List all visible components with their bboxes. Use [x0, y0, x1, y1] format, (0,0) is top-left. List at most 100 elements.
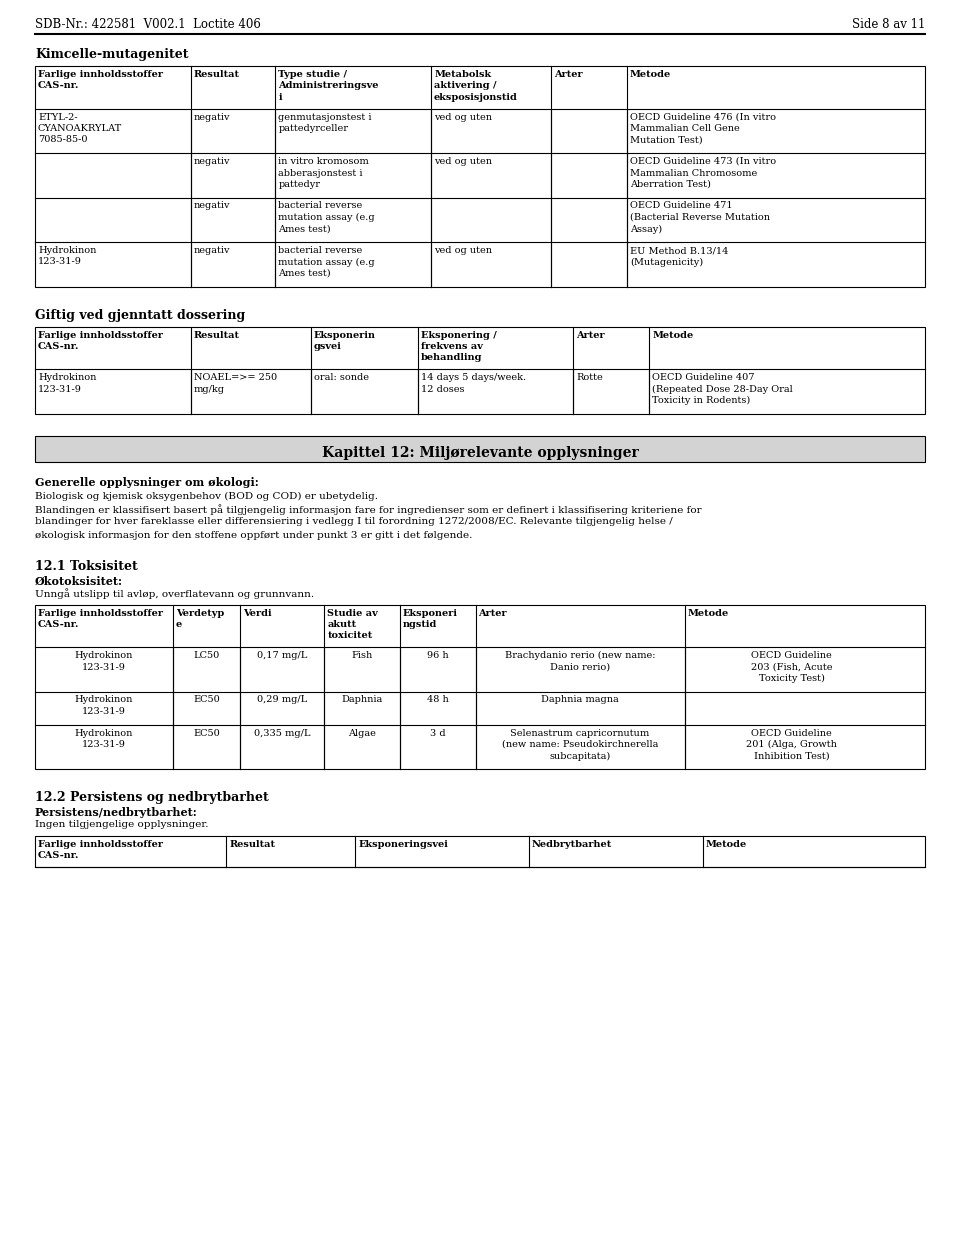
Text: CAS-nr.: CAS-nr.	[38, 81, 80, 90]
Text: ved og uten: ved og uten	[434, 156, 492, 166]
Text: mutation assay (e.g: mutation assay (e.g	[278, 213, 375, 223]
Text: EC50: EC50	[193, 728, 220, 738]
Text: blandinger for hver fareklasse eller differensiering i vedlegg I til forordning : blandinger for hver fareklasse eller dif…	[35, 518, 673, 527]
Text: pattedyr: pattedyr	[278, 180, 321, 189]
Text: (Mutagenicity): (Mutagenicity)	[630, 258, 703, 266]
Text: Farlige innholdsstoffer: Farlige innholdsstoffer	[38, 608, 163, 618]
Text: Arter: Arter	[478, 608, 507, 618]
Text: Hydrokinon: Hydrokinon	[75, 696, 133, 704]
Text: NOAEL=>= 250: NOAEL=>= 250	[194, 373, 276, 382]
Text: Kapittel 12: Miljørelevante opplysninger: Kapittel 12: Miljørelevante opplysninger	[322, 447, 638, 460]
Text: Aberration Test): Aberration Test)	[630, 180, 710, 189]
Text: 201 (Alga, Growth: 201 (Alga, Growth	[746, 741, 837, 749]
Text: Blandingen er klassifisert basert på tilgjengelig informasjon fare for ingredien: Blandingen er klassifisert basert på til…	[35, 504, 702, 515]
Text: 123-31-9: 123-31-9	[82, 663, 126, 672]
Text: 48 h: 48 h	[427, 696, 448, 704]
Text: genmutasjonstest i: genmutasjonstest i	[278, 113, 372, 121]
Text: 7085-85-0: 7085-85-0	[38, 135, 87, 145]
Text: Nedbrytbarhet: Nedbrytbarhet	[532, 839, 612, 849]
Text: Biologisk og kjemisk oksygenbehov (BOD og COD) er ubetydelig.: Biologisk og kjemisk oksygenbehov (BOD o…	[35, 492, 378, 500]
Text: Eksponerin: Eksponerin	[314, 330, 376, 339]
Bar	[35, 327, 925, 414]
Text: 123-31-9: 123-31-9	[82, 741, 126, 749]
Text: OECD Guideline 473 (In vitro: OECD Guideline 473 (In vitro	[630, 156, 776, 166]
Text: Kimcelle-mutagenitet: Kimcelle-mutagenitet	[35, 48, 188, 61]
Text: Ames test): Ames test)	[278, 269, 331, 278]
Text: aktivering /: aktivering /	[434, 81, 496, 90]
Text: Mutation Test): Mutation Test)	[630, 135, 703, 145]
Text: Metode: Metode	[652, 330, 693, 339]
Text: subcapitata): subcapitata)	[549, 752, 611, 761]
Text: OECD Guideline 476 (In vitro: OECD Guideline 476 (In vitro	[630, 113, 776, 121]
Text: 14 days 5 days/week.: 14 days 5 days/week.	[420, 373, 526, 382]
Text: økologisk informasjon for den stoffene oppført under punkt 3 er gitt i det følge: økologisk informasjon for den stoffene o…	[35, 530, 472, 539]
Text: Toxicity Test): Toxicity Test)	[758, 674, 825, 683]
Text: LC50: LC50	[193, 651, 220, 661]
Text: Hydrokinon: Hydrokinon	[38, 246, 96, 255]
Text: Arter: Arter	[554, 70, 583, 79]
Text: mg/kg: mg/kg	[194, 384, 225, 394]
Text: 12 doses: 12 doses	[420, 384, 465, 394]
Text: negativ: negativ	[194, 201, 230, 210]
Text: 123-31-9: 123-31-9	[38, 258, 82, 266]
Text: Farlige innholdsstoffer: Farlige innholdsstoffer	[38, 70, 163, 79]
Text: Verdi: Verdi	[243, 608, 272, 618]
Text: EC50: EC50	[193, 696, 220, 704]
Text: frekvens av: frekvens av	[420, 342, 483, 352]
Text: eksposisjonstid: eksposisjonstid	[434, 93, 518, 103]
Text: Rotte: Rotte	[576, 373, 603, 382]
Text: Generelle opplysninger om økologi:: Generelle opplysninger om økologi:	[35, 478, 259, 488]
Text: Daphnia magna: Daphnia magna	[541, 696, 619, 704]
Text: akutt: akutt	[327, 620, 356, 629]
Text: Metode: Metode	[706, 839, 747, 849]
Text: 12.1 Toksisitet: 12.1 Toksisitet	[35, 559, 137, 573]
Text: Assay): Assay)	[630, 224, 662, 234]
Text: Giftig ved gjenntatt dossering: Giftig ved gjenntatt dossering	[35, 309, 245, 322]
Text: toxicitet: toxicitet	[327, 632, 372, 641]
Text: Metabolsk: Metabolsk	[434, 70, 492, 79]
Text: Danio rerio): Danio rerio)	[550, 663, 611, 672]
Text: Økotoksisitet:: Økotoksisitet:	[35, 575, 123, 587]
Text: (new name: Pseudokirchnerella: (new name: Pseudokirchnerella	[502, 741, 659, 749]
Text: (Repeated Dose 28-Day Oral: (Repeated Dose 28-Day Oral	[652, 384, 793, 394]
Text: OECD Guideline: OECD Guideline	[751, 651, 832, 661]
Text: 96 h: 96 h	[427, 651, 448, 661]
Text: Persistens/nedbrytbarhet:: Persistens/nedbrytbarhet:	[35, 807, 198, 818]
Text: ETYL-2-: ETYL-2-	[38, 113, 78, 121]
Text: Farlige innholdsstoffer: Farlige innholdsstoffer	[38, 330, 163, 339]
Text: Mammalian Cell Gene: Mammalian Cell Gene	[630, 124, 739, 133]
Text: CYANOAKRYLAT: CYANOAKRYLAT	[38, 124, 122, 133]
Text: Fish: Fish	[351, 651, 372, 661]
Text: EU Method B.13/14: EU Method B.13/14	[630, 246, 729, 255]
Text: Inhibition Test): Inhibition Test)	[754, 752, 829, 761]
Text: 123-31-9: 123-31-9	[38, 384, 82, 394]
Text: Mammalian Chromosome: Mammalian Chromosome	[630, 169, 757, 178]
Text: Ames test): Ames test)	[278, 224, 331, 234]
Text: ved og uten: ved og uten	[434, 113, 492, 121]
Text: Eksponeri: Eksponeri	[403, 608, 458, 618]
Text: gsvei: gsvei	[314, 342, 342, 352]
Text: Arter: Arter	[576, 330, 605, 339]
Text: Administreringsve: Administreringsve	[278, 81, 379, 90]
Text: Selenastrum capricornutum: Selenastrum capricornutum	[511, 728, 650, 738]
Text: Algae: Algae	[348, 728, 376, 738]
Text: oral: sonde: oral: sonde	[314, 373, 369, 382]
Text: 3 d: 3 d	[430, 728, 445, 738]
Text: Daphnia: Daphnia	[342, 696, 383, 704]
Text: CAS-nr.: CAS-nr.	[38, 620, 80, 629]
Text: ved og uten: ved og uten	[434, 246, 492, 255]
Text: 123-31-9: 123-31-9	[82, 707, 126, 716]
Text: 12.2 Persistens og nedbrytbarhet: 12.2 Persistens og nedbrytbarhet	[35, 791, 269, 804]
Text: Verdetyp: Verdetyp	[176, 608, 225, 618]
Text: 203 (Fish, Acute: 203 (Fish, Acute	[751, 663, 832, 672]
Bar	[35, 836, 925, 867]
Text: OECD Guideline 471: OECD Guideline 471	[630, 201, 732, 210]
Text: i: i	[278, 93, 282, 103]
Text: Side 8 av 11: Side 8 av 11	[852, 18, 925, 31]
Text: negativ: negativ	[194, 246, 230, 255]
Text: e: e	[176, 620, 182, 629]
Text: Hydrokinon: Hydrokinon	[38, 373, 96, 382]
Bar	[35, 604, 925, 769]
Text: Studie av: Studie av	[327, 608, 378, 618]
Text: Hydrokinon: Hydrokinon	[75, 728, 133, 738]
